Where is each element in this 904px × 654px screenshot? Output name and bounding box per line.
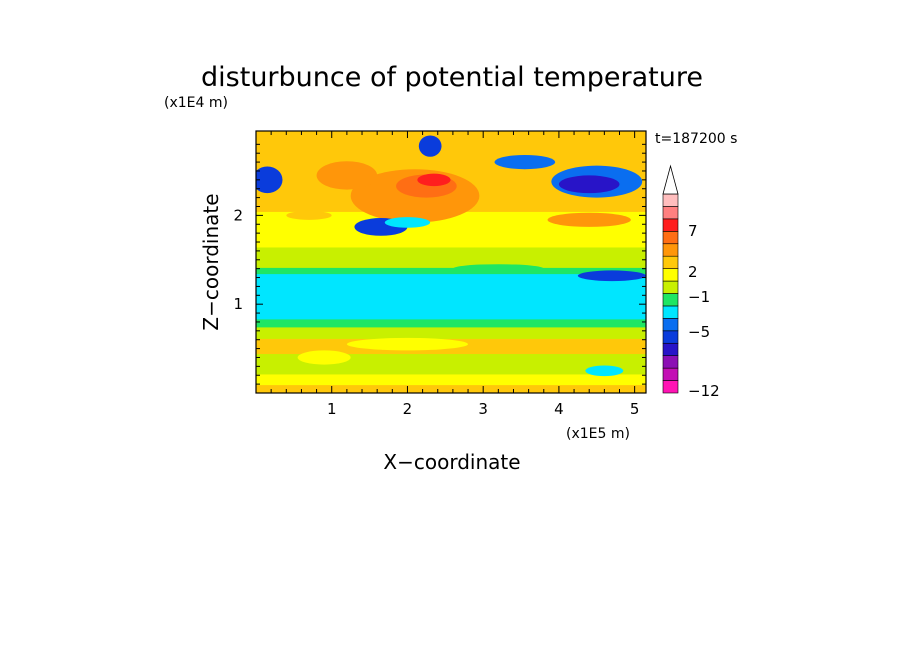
x-axis-label: X−coordinate bbox=[383, 450, 520, 474]
plot-frame bbox=[255, 130, 647, 394]
contour-band-edge bbox=[256, 242, 646, 267]
y-axis: 12 bbox=[233, 143, 646, 394]
colorbar-swatch bbox=[662, 380, 679, 394]
colorbar-swatch bbox=[662, 342, 679, 356]
colorbar-label: 2 bbox=[688, 263, 698, 281]
x-tick-label: 3 bbox=[478, 400, 488, 418]
colorbar-swatch bbox=[662, 280, 679, 294]
colorbar-label: −1 bbox=[688, 288, 710, 306]
contour-feature bbox=[286, 210, 332, 220]
colorbar-swatch bbox=[662, 218, 679, 232]
contour-field bbox=[256, 131, 646, 393]
contour-feature bbox=[547, 212, 631, 227]
chart-title: disturbunce of potential temperature bbox=[201, 62, 703, 93]
colorbar-swatch bbox=[662, 318, 679, 332]
contour-feature bbox=[585, 365, 624, 377]
colorbar-swatch bbox=[662, 243, 679, 257]
x-scale-label: (x1E5 m) bbox=[566, 426, 630, 442]
colorbar-swatch bbox=[662, 305, 679, 319]
colorbar-label: −12 bbox=[688, 382, 720, 400]
contour-feature bbox=[494, 154, 556, 170]
colorbar-swatch bbox=[662, 231, 679, 245]
y-tick-label: 1 bbox=[233, 295, 243, 313]
colorbar-swatch bbox=[662, 193, 679, 207]
contour-feature bbox=[346, 337, 469, 351]
contour-feature bbox=[577, 270, 646, 282]
colorbar-swatch bbox=[662, 255, 679, 269]
y-axis-label: Z−coordinate bbox=[199, 193, 223, 330]
colorbar-swatch bbox=[662, 355, 679, 369]
contour-band-edge bbox=[256, 349, 646, 374]
colorbar-swatch bbox=[662, 367, 679, 381]
contour-band-edge bbox=[256, 206, 646, 247]
colorbar-swatch bbox=[662, 206, 679, 220]
colorbar-swatch bbox=[662, 293, 679, 307]
contour-feature bbox=[417, 173, 451, 187]
y-scale-label: (x1E4 m) bbox=[164, 95, 228, 111]
contour-feature bbox=[316, 161, 378, 190]
contour-feature bbox=[418, 135, 442, 157]
x-tick-label: 4 bbox=[554, 400, 564, 418]
colorbar-swatch bbox=[662, 330, 679, 344]
colorbar-label: −5 bbox=[688, 323, 710, 341]
colorbar: 7 2 −1 −5 −12 bbox=[662, 164, 720, 400]
contour-feature bbox=[452, 264, 544, 274]
x-tick-label: 5 bbox=[630, 400, 640, 418]
colorbar-arrow bbox=[662, 164, 679, 195]
time-label: t=187200 s bbox=[655, 131, 737, 147]
x-tick-label: 1 bbox=[327, 400, 337, 418]
x-axis: 1 2 3 4 5 bbox=[255, 131, 640, 418]
contour-feature bbox=[297, 350, 351, 365]
contour-band-edge bbox=[256, 269, 646, 319]
contour-feature bbox=[256, 166, 283, 194]
contour-feature bbox=[558, 175, 620, 194]
y-tick-label: 2 bbox=[233, 206, 243, 224]
x-tick-label: 2 bbox=[403, 400, 413, 418]
colorbar-label: 7 bbox=[688, 222, 698, 240]
contour-feature bbox=[384, 217, 431, 228]
colorbar-swatch bbox=[662, 268, 679, 282]
